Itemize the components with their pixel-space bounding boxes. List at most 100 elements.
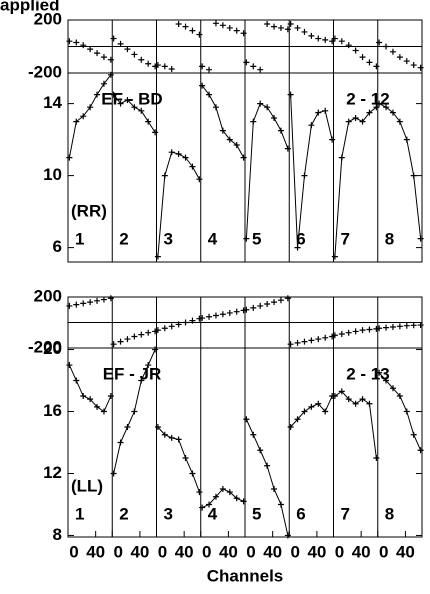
data-marker — [240, 154, 247, 161]
data-marker — [257, 302, 264, 309]
data-marker — [233, 308, 240, 315]
data-marker — [110, 470, 117, 477]
data-marker — [352, 328, 359, 335]
panel-label: 6 — [296, 504, 305, 523]
data-marker — [100, 80, 107, 87]
data-marker — [73, 118, 80, 125]
data-marker — [417, 447, 424, 454]
data-marker — [154, 62, 161, 69]
data-marker — [73, 377, 80, 384]
data-marker — [383, 324, 390, 331]
data-marker — [94, 297, 101, 304]
data-marker — [373, 104, 380, 111]
data-marker — [212, 20, 219, 27]
data-marker — [315, 109, 322, 116]
data-marker — [182, 319, 189, 326]
data-marker — [250, 63, 257, 70]
data-marker — [219, 127, 226, 134]
data-marker — [250, 118, 257, 125]
data-marker — [80, 300, 87, 307]
data-marker — [66, 362, 73, 369]
data-marker — [359, 396, 366, 403]
y-tick-label: 8 — [53, 525, 62, 544]
data-marker — [189, 317, 196, 324]
data-marker — [94, 91, 101, 98]
data-marker — [345, 118, 352, 125]
data-marker — [219, 22, 226, 29]
panel-label: 1 — [75, 504, 84, 523]
data-marker — [366, 400, 373, 407]
x-tick-label: 40 — [263, 542, 282, 561]
data-marker — [240, 30, 247, 37]
data-marker — [168, 434, 175, 441]
data-marker — [189, 470, 196, 477]
panel-label: 5 — [252, 504, 261, 523]
data-marker — [294, 24, 301, 31]
data-marker — [396, 118, 403, 125]
data-marker — [376, 369, 383, 376]
data-marker — [100, 296, 107, 303]
data-marker — [329, 38, 336, 45]
data-marker — [301, 408, 308, 415]
data-marker — [287, 91, 294, 98]
data-marker — [345, 42, 352, 49]
data-marker — [175, 436, 182, 443]
data-marker — [66, 154, 73, 161]
y-tick-label: 200 — [34, 286, 62, 305]
data-marker — [294, 339, 301, 346]
data-marker — [145, 329, 152, 336]
data-marker — [322, 408, 329, 415]
data-marker — [366, 326, 373, 333]
data-marker — [124, 336, 131, 343]
data-marker — [196, 31, 203, 38]
data-marker — [87, 46, 94, 53]
data-marker — [373, 63, 380, 70]
data-marker — [138, 331, 145, 338]
data-marker — [145, 60, 152, 67]
data-marker — [226, 309, 233, 316]
data-marker — [124, 46, 131, 53]
data-marker — [308, 32, 315, 39]
y-tick-label: 200 — [34, 9, 62, 28]
data-marker — [308, 122, 315, 129]
data-marker — [376, 325, 383, 332]
data-marker — [212, 312, 219, 319]
data-marker — [161, 431, 168, 438]
data-marker — [154, 327, 161, 334]
data-line — [68, 74, 112, 158]
data-marker — [131, 51, 138, 58]
data-marker — [271, 299, 278, 306]
x-tick-label: 0 — [379, 542, 388, 561]
data-marker — [277, 127, 284, 134]
data-marker — [264, 104, 271, 111]
data-marker — [284, 295, 291, 302]
data-marker — [315, 35, 322, 42]
data-marker — [338, 388, 345, 395]
x-axis-title: Channels — [207, 566, 284, 585]
data-marker — [271, 485, 278, 492]
data-marker — [152, 63, 159, 70]
data-marker — [233, 27, 240, 34]
data-marker — [161, 63, 168, 70]
panel-label: 3 — [164, 229, 173, 248]
data-marker — [94, 50, 101, 57]
x-tick-label: 0 — [246, 542, 255, 561]
data-marker — [287, 424, 294, 431]
data-marker — [138, 107, 145, 114]
data-marker — [338, 154, 345, 161]
x-tick-label: 0 — [335, 542, 344, 561]
data-marker — [271, 23, 278, 30]
data-marker — [243, 416, 250, 423]
data-marker — [250, 431, 257, 438]
data-marker — [331, 35, 338, 42]
data-marker — [329, 333, 336, 340]
data-marker — [396, 54, 403, 61]
data-marker — [376, 39, 383, 46]
y-tick-label: 12 — [43, 463, 62, 482]
y-tick-label: -200 — [28, 337, 62, 356]
data-marker — [417, 322, 424, 329]
data-marker — [182, 454, 189, 461]
data-marker — [117, 40, 124, 47]
data-marker — [124, 97, 131, 103]
